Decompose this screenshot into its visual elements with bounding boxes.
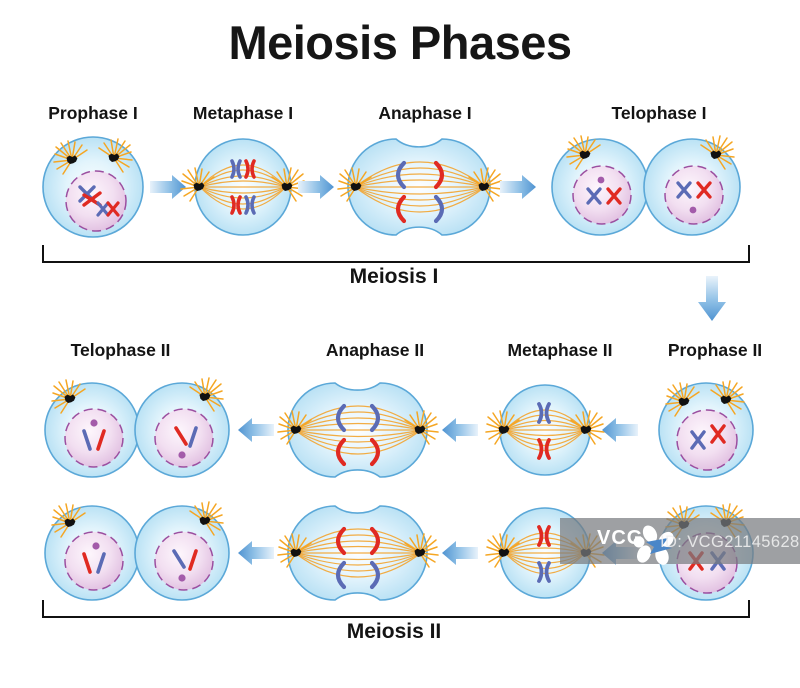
bracket-meiosis-ii: [42, 600, 750, 618]
arrow-metaphase-ii-to-anaphase-ii-lower: [442, 541, 478, 565]
watermark-id-text: ID: VCG211456283217: [660, 533, 800, 551]
section-label-meiosis-ii: Meiosis II: [346, 620, 442, 643]
cell-telophase-i: [551, 135, 741, 236]
meiosis-i-cells: [42, 135, 741, 238]
cell-anaphase-ii-upper: [277, 382, 439, 478]
cell-prophase-i: [42, 136, 144, 238]
cell-anaphase-ii-lower: [277, 505, 439, 601]
label-telophase-ii: Telophase II: [70, 340, 171, 360]
cell-prophase-ii-upper: [658, 380, 754, 478]
label-metaphase-i: Metaphase I: [192, 103, 294, 123]
label-anaphase-i: Anaphase I: [378, 103, 472, 123]
cell-metaphase-i: [180, 138, 306, 236]
arrow-meiosis-i-to-meiosis-ii: [698, 276, 726, 321]
label-anaphase-ii: Anaphase II: [325, 340, 425, 360]
vcg-logo-icon: [633, 525, 674, 565]
cell-telophase-ii-lower: [44, 501, 230, 601]
watermark-logo-text: VCG: [597, 527, 644, 549]
cell-metaphase-ii-upper: [485, 384, 605, 476]
arrow-anaphase-i-to-telophase-i: [500, 175, 536, 199]
cell-metaphase-ii-lower: [485, 507, 605, 599]
label-telophase-i: Telophase I: [611, 103, 707, 123]
arrow-metaphase-ii-to-anaphase-ii-upper: [442, 418, 478, 442]
cell-telophase-ii-upper: [44, 377, 230, 478]
cell-anaphase-i: [337, 138, 503, 236]
meiosis-ii-cells-upper: [44, 377, 754, 478]
arrow-prophase-i-to-metaphase-i: [150, 175, 186, 199]
arrow-metaphase-i-to-anaphase-i: [298, 175, 334, 199]
arrow-anaphase-ii-to-telophase-ii-lower: [238, 541, 274, 565]
page-title: Meiosis Phases: [228, 16, 572, 69]
section-label-meiosis-i: Meiosis I: [349, 265, 439, 288]
arrow-prophase-ii-to-metaphase-ii-upper: [602, 418, 638, 442]
bracket-meiosis-i: [42, 245, 750, 263]
label-metaphase-ii: Metaphase II: [507, 340, 613, 360]
arrow-anaphase-ii-to-telophase-ii-upper: [238, 418, 274, 442]
label-prophase-i: Prophase I: [48, 103, 138, 123]
label-prophase-ii: Prophase II: [667, 340, 763, 360]
